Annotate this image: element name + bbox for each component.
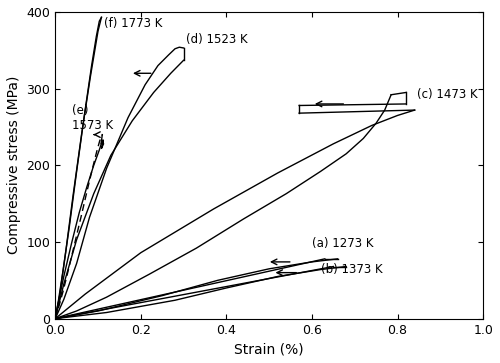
Y-axis label: Compressive stress (MPa): Compressive stress (MPa) [7,76,21,254]
Text: (d) 1523 K: (d) 1523 K [186,33,248,46]
X-axis label: Strain (%): Strain (%) [234,342,304,356]
Text: (f) 1773 K: (f) 1773 K [104,17,163,30]
Text: (b) 1373 K: (b) 1373 K [320,263,382,276]
Text: (e)
1573 K: (e) 1573 K [72,104,114,132]
Text: (c) 1473 K: (c) 1473 K [417,88,478,101]
Text: (a) 1273 K: (a) 1273 K [312,237,374,250]
